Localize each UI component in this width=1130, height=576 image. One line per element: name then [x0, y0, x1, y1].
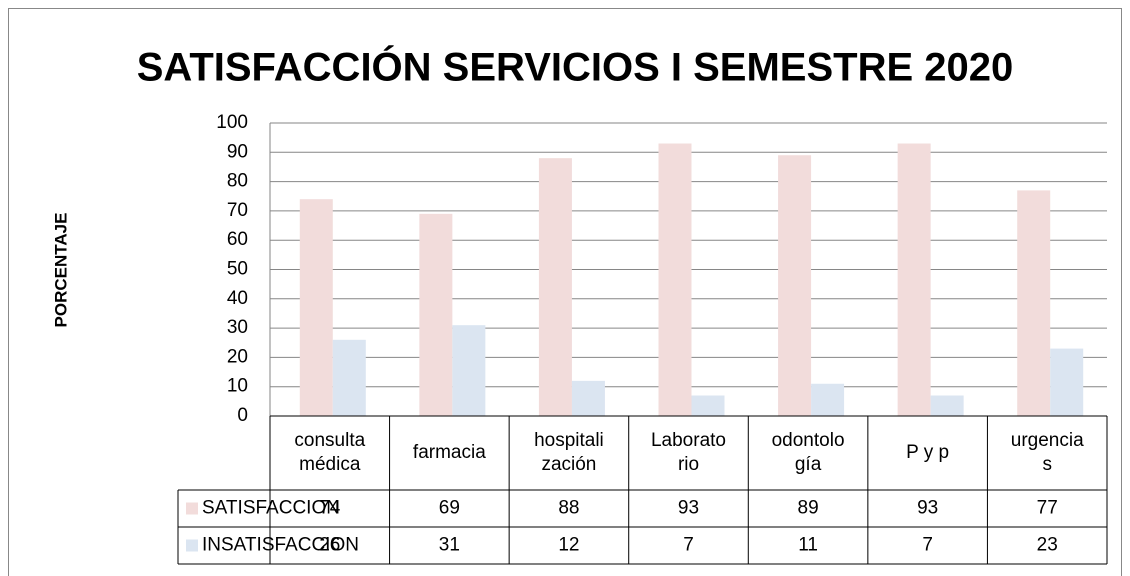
y-tick-label: 60: [227, 229, 248, 250]
bar: [897, 143, 931, 416]
x-tick-label: hospitali: [534, 430, 604, 451]
bar: [691, 395, 725, 416]
bar: [778, 155, 812, 417]
y-tick-label: 80: [227, 171, 248, 192]
data-table-value: 74: [319, 498, 341, 519]
y-tick-label: 20: [227, 346, 248, 367]
bar: [452, 325, 486, 416]
y-tick-label: 50: [227, 259, 248, 280]
y-tick-label: 70: [227, 200, 248, 221]
x-tick-label: urgencia: [1011, 430, 1084, 451]
y-tick-label: 40: [227, 288, 248, 309]
x-tick-label: consulta: [294, 430, 365, 451]
x-tick-label: médica: [299, 454, 361, 475]
bar: [658, 143, 692, 416]
data-table-value: 31: [439, 535, 460, 556]
x-tick-label: P y p: [906, 442, 949, 463]
y-tick-label: 100: [216, 112, 248, 133]
y-tick-label: 90: [227, 141, 248, 162]
y-tick-label: 10: [227, 376, 248, 397]
data-table-value: 77: [1037, 498, 1058, 519]
data-table-value: 12: [558, 535, 579, 556]
data-table-value: 89: [798, 498, 819, 519]
data-table-value: 93: [678, 498, 699, 519]
data-table-value: 7: [683, 535, 694, 556]
legend-label: SATISFACCION: [202, 498, 340, 519]
data-table-value: 69: [439, 498, 460, 519]
legend-swatch: [186, 539, 198, 552]
legend-label: INSATISFACCION: [202, 535, 359, 556]
x-tick-label: zación: [541, 454, 596, 475]
x-tick-label: s: [1042, 454, 1052, 475]
y-axis-label: PORCENTAJE: [51, 213, 70, 328]
y-tick-label: 0: [237, 405, 248, 426]
data-table-value: 93: [917, 498, 938, 519]
x-tick-label: rio: [678, 454, 699, 475]
data-table-value: 11: [798, 535, 818, 556]
x-tick-label: odontolo: [772, 430, 845, 451]
bar: [1017, 190, 1051, 416]
bar: [538, 158, 572, 416]
bar: [332, 339, 366, 416]
data-table-value: 88: [558, 498, 579, 519]
bar: [811, 383, 845, 416]
bar: [571, 380, 605, 416]
bar: [930, 395, 964, 416]
data-table-value: 26: [319, 535, 340, 556]
legend-swatch: [186, 502, 198, 515]
x-tick-label: Laborato: [651, 430, 726, 451]
bar: [1050, 348, 1084, 416]
bar: [419, 213, 453, 416]
data-table-value: 23: [1037, 535, 1058, 556]
x-tick-label: gía: [795, 454, 822, 475]
bar: [299, 199, 333, 416]
x-tick-label: farmacia: [413, 442, 486, 463]
y-tick-label: 30: [227, 317, 248, 338]
chart-title: SATISFACCIÓN SERVICIOS I SEMESTRE 2020: [137, 44, 1014, 90]
data-table-value: 7: [922, 535, 933, 556]
